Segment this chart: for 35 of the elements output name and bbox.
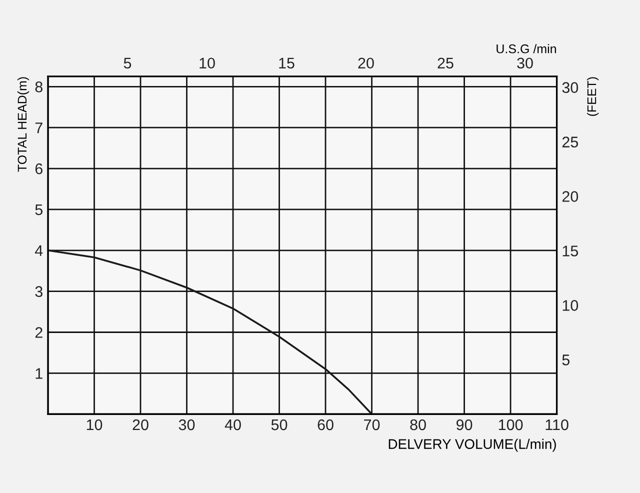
x-tick-label: 40 — [224, 419, 241, 430]
x-tick-label: 30 — [178, 419, 195, 430]
y2-tick-label: 30 — [562, 82, 578, 93]
x-tick-label: 20 — [132, 419, 148, 430]
x2-axis-title: U.S.G /min — [496, 44, 556, 54]
x-tick-label: 70 — [364, 419, 380, 430]
x-tick-label: 90 — [456, 419, 472, 430]
x-tick-label: 60 — [318, 419, 334, 430]
x2-tick-label: 5 — [124, 58, 132, 69]
x-tick-label: 110 — [546, 419, 568, 430]
y-tick-label: 6 — [35, 163, 42, 174]
x2-tick-label: 15 — [279, 58, 294, 69]
x-tick-label: 10 — [86, 419, 102, 430]
x-tick-label: 80 — [410, 419, 426, 430]
y2-tick-label: 25 — [562, 136, 578, 148]
y2-tick-label: 5 — [562, 354, 570, 366]
y2-axis-title: (FEET) — [586, 77, 599, 116]
y-axis-title: TOTAL HEAD(m) — [17, 77, 30, 172]
y-tick-label: 2 — [35, 327, 42, 338]
x2-tick-label: 30 — [517, 58, 533, 69]
x2-tick-label: 20 — [358, 58, 374, 69]
y-tick-label: 8 — [35, 82, 42, 92]
y2-tick-label: 20 — [562, 191, 578, 202]
y-tick-label: 3 — [35, 286, 42, 298]
y-tick-label: 1 — [36, 368, 42, 379]
x2-tick-label: 10 — [200, 58, 215, 69]
y2-tick-label: 15 — [562, 246, 578, 256]
x2-tick-label: 25 — [438, 58, 454, 69]
y2-tick-label: 10 — [562, 300, 578, 311]
x-tick-label: 50 — [271, 419, 288, 430]
x-axis-title: DELVERY VOLUME(L/min) — [388, 438, 556, 452]
y-tick-label: 7 — [35, 122, 42, 134]
y-tick-label: 5 — [35, 204, 42, 216]
y-tick-label: 4 — [34, 245, 43, 256]
x-tick-label: 100 — [498, 419, 523, 430]
